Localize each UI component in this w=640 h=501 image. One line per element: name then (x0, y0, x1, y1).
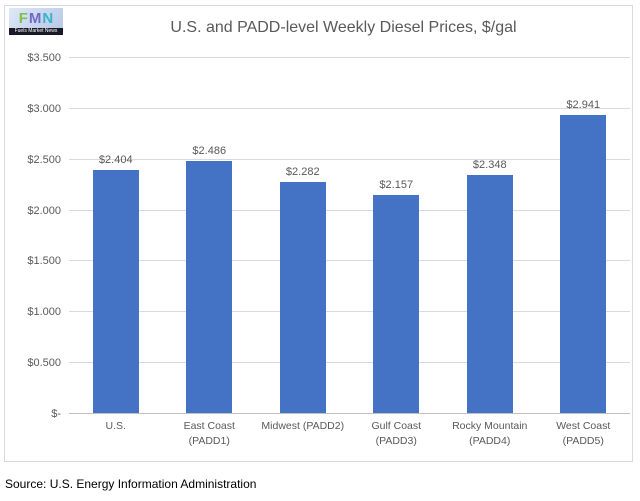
bar (279, 181, 326, 414)
y-tick-label: $3.500 (27, 52, 61, 64)
x-category-label: Midwest (PADD2) (261, 420, 345, 432)
bar (373, 194, 420, 414)
y-tick-label: $- (51, 408, 61, 420)
logo-letter: F (18, 9, 28, 27)
bar-column: $2.941 (537, 58, 631, 414)
gridline (69, 107, 630, 109)
y-tick-label: $1.000 (27, 306, 61, 319)
bar-value-label: $2.941 (566, 98, 601, 111)
bar (560, 114, 607, 414)
bar (466, 175, 513, 414)
bar-value-label: $2.486 (192, 145, 227, 158)
bar-value-label: $2.348 (472, 159, 507, 172)
bar-column: $2.486 (163, 58, 257, 414)
x-axis-line (69, 413, 630, 414)
y-tick-label: $3.000 (27, 102, 61, 115)
x-axis-labels: U.S. East Coast (PADD1) Midwest (PADD2) Gul… (69, 419, 630, 448)
x-category-label: Gulf Coast (PADD3) (371, 420, 422, 447)
source-attribution: Source: U.S. Energy Information Administ… (5, 477, 257, 491)
gridline (69, 362, 630, 364)
logo-letter: M (28, 9, 42, 27)
x-category-label: East Coast (PADD1) (183, 420, 235, 447)
bar-column: $2.282 (256, 58, 350, 414)
plot-area: $2.404 $2.486 $2.282 $2.157 $2.348 $2.941 (69, 57, 630, 414)
y-tick-label: $1.500 (27, 255, 61, 268)
logo-caption: Fuels Market News (9, 28, 63, 35)
y-tick-label: $2.500 (27, 153, 61, 166)
y-tick-label: $0.500 (27, 357, 61, 370)
bar-column: $2.348 (443, 58, 537, 414)
x-category-label: Rocky Mountain (PADD4) (452, 420, 528, 447)
y-tick-label: $2.000 (27, 204, 61, 217)
bar-value-label: $2.157 (379, 178, 414, 191)
gridline (69, 311, 630, 313)
x-category-label: West Coast (PADD5) (556, 420, 611, 447)
chart-title: U.S. and PADD-level Weekly Diesel Prices… (170, 19, 517, 36)
bar-value-label: $2.282 (285, 165, 320, 178)
gridline (69, 209, 630, 211)
gridline (69, 57, 630, 58)
logo-letter: N (42, 9, 54, 27)
bar (92, 169, 139, 414)
bar (186, 161, 233, 414)
bar-column: $2.157 (350, 58, 444, 414)
bar-value-label: $2.404 (98, 153, 133, 166)
bar-column: $2.404 (69, 58, 163, 414)
y-axis-labels: $- $0.500 $1.000 $1.500 $2.000 $2.500 $3.000 $3… (5, 52, 61, 420)
x-category-label: U.S. (105, 420, 126, 432)
gridline (69, 158, 630, 160)
gridline (69, 260, 630, 262)
bars: $2.404 $2.486 $2.282 $2.157 $2.348 $2.941 (69, 58, 630, 414)
